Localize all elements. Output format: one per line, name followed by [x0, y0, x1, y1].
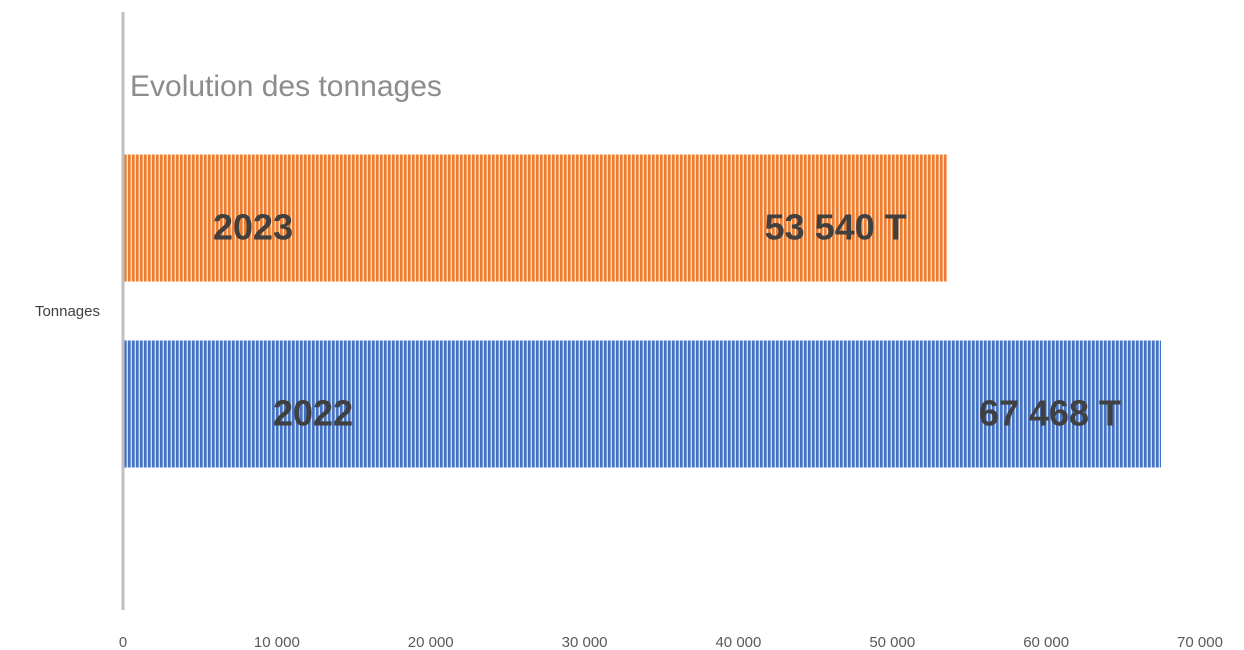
bar — [123, 340, 1162, 468]
x-tick-label: 30 000 — [562, 634, 608, 650]
value-label: 67 468 T — [979, 393, 1121, 434]
value-label: 53 540 T — [765, 207, 907, 248]
series-label: 2023 — [213, 207, 293, 248]
x-tick-label: 50 000 — [869, 634, 915, 650]
x-tick-label: 0 — [119, 634, 127, 650]
x-tick-label: 60 000 — [1023, 634, 1069, 650]
x-tick-label: 40 000 — [715, 634, 761, 650]
x-tick-label: 70 000 — [1177, 634, 1223, 650]
x-tick-label: 10 000 — [254, 634, 300, 650]
x-tick-label: 20 000 — [408, 634, 454, 650]
y-tick-label: Tonnages — [35, 303, 100, 320]
chart-title: Evolution des tonnages — [130, 70, 442, 103]
bar — [123, 154, 947, 282]
series-label: 2022 — [273, 393, 353, 434]
